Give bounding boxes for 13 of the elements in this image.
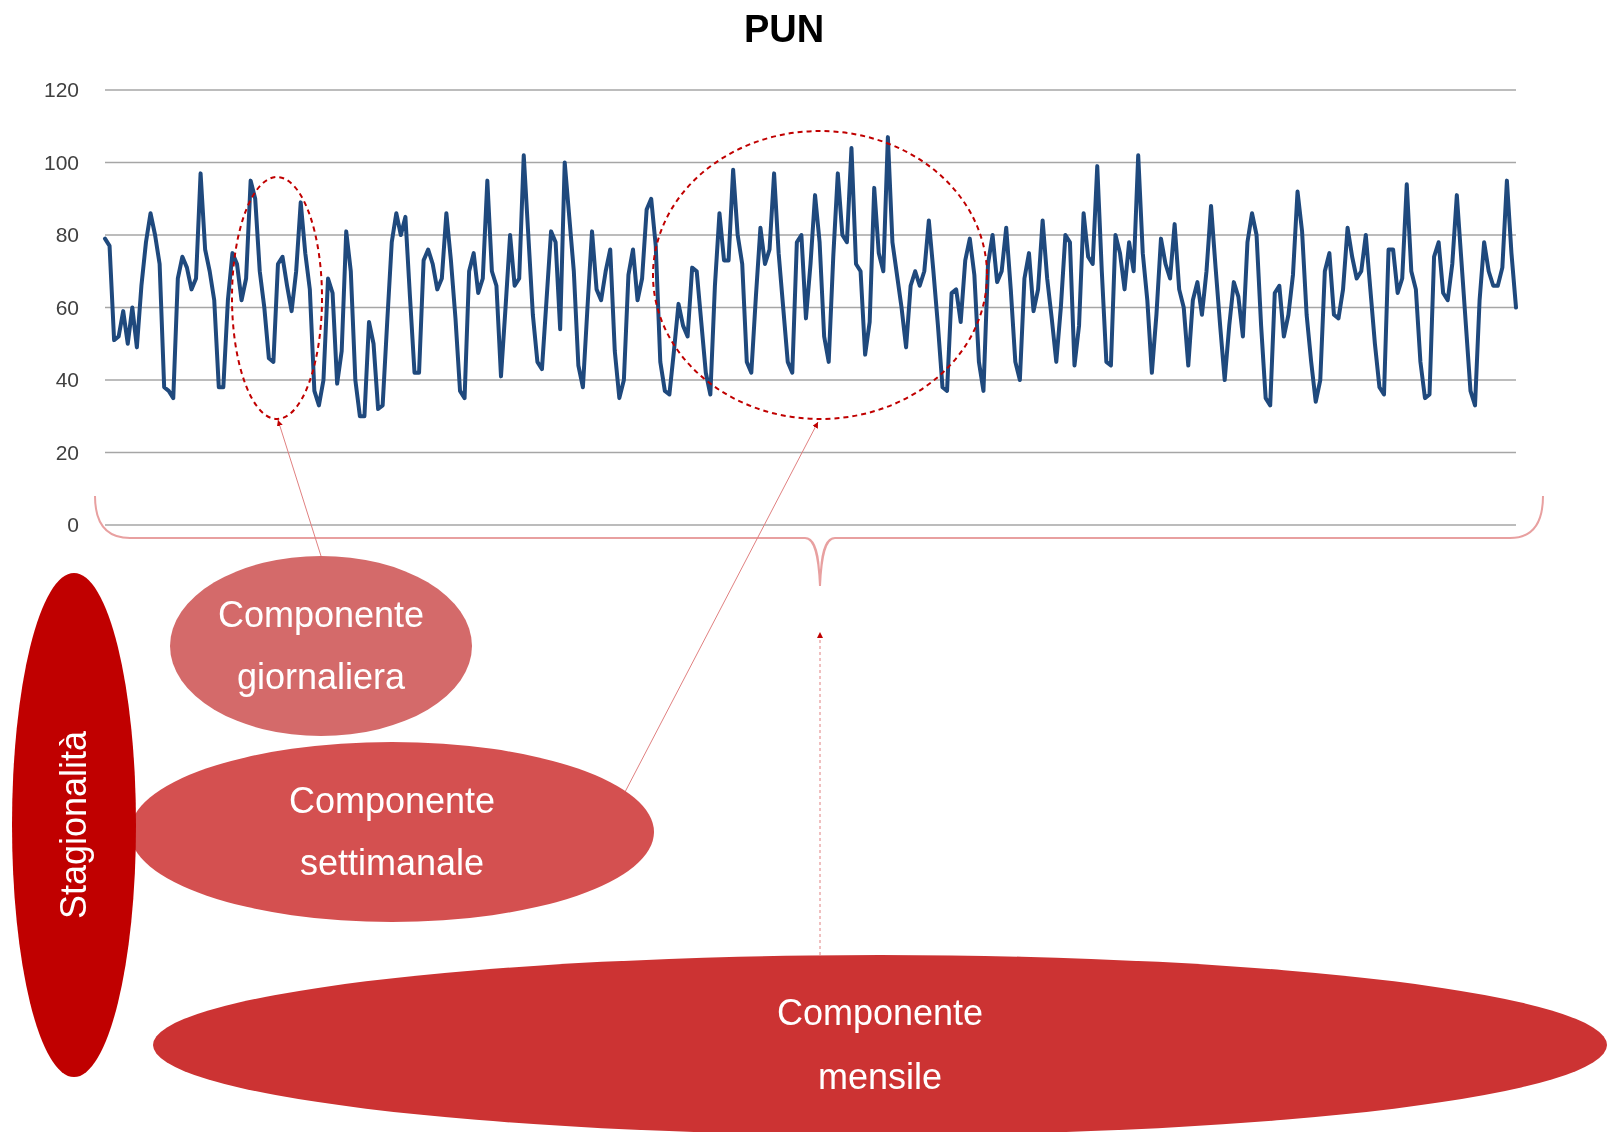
y-tick-label: 100 [43,150,79,174]
y-tick-label: 80 [55,223,79,246]
y-tick-label: 0 [67,513,79,536]
text: Componente settimanale [288,780,496,883]
y-tick-label: 40 [55,368,79,391]
text: Componente giornaliera [217,594,425,697]
text: Stagionalità [53,729,94,920]
line-series [103,135,1518,419]
chart-title: PUN [743,8,825,50]
y-tick-label: 20 [55,440,79,464]
y-tick-label: 60 [55,295,79,319]
text: Componente mensile [776,992,984,1097]
y-tick-label: 120 [43,78,79,101]
